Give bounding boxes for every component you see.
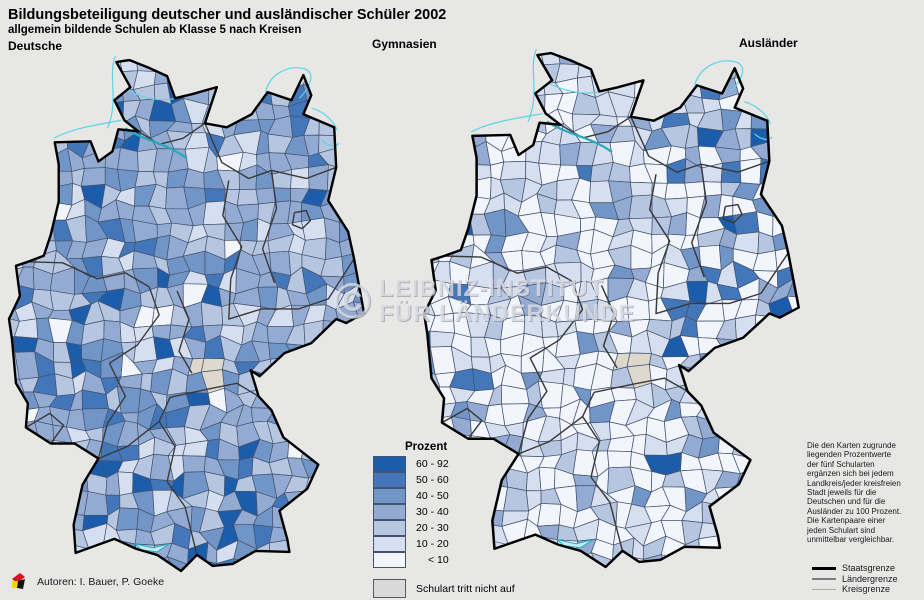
page-title: Bildungsbeteiligung deutscher und auslän… — [8, 7, 447, 23]
label-auslaender: Ausländer — [739, 36, 798, 50]
no-data-label: Schulart tritt nicht auf — [416, 582, 515, 595]
legend-swatch — [373, 519, 406, 536]
boundary-line-sample — [812, 566, 836, 570]
legend-class-label: < 10 — [428, 554, 449, 566]
boundary-legend: Staatsgrenze Ländergrenze Kreisgrenze — [812, 563, 898, 595]
legend-class-label: 20 - 30 — [416, 522, 449, 534]
legend-rows: 60 - 92 50 - 60 40 - 50 30 - 40 20 - 30 10 - … — [373, 456, 503, 568]
legend-class-label: 50 - 60 — [416, 474, 449, 486]
boundary-legend-row: Staatsgrenze — [812, 563, 898, 574]
note-text: Die den Karten zugrunde liegenden Prozen… — [807, 441, 902, 545]
legend-class-label: 60 - 92 — [416, 458, 449, 470]
legend-swatch — [373, 535, 406, 552]
boundary-legend-row: Ländergrenze — [812, 574, 898, 585]
boundary-line-sample — [812, 588, 836, 590]
boundary-legend-label: Ländergrenze — [842, 573, 898, 584]
no-data-swatch — [373, 579, 406, 598]
legend-class-row: 30 - 40 — [373, 503, 503, 520]
legend-swatch — [373, 551, 406, 568]
legend-title: Prozent — [405, 441, 448, 453]
watermark-line1: LEIBNIZ-INSTITUT — [378, 275, 605, 302]
legend-class-row: < 10 — [373, 551, 503, 568]
label-gymnasien: Gymnasien — [372, 37, 437, 51]
legend-swatch — [373, 487, 406, 504]
color-legend: Prozent 60 - 92 50 - 60 40 - 50 30 - 40 20 -… — [373, 441, 515, 598]
legend-nodata-row: Schulart tritt nicht auf — [373, 579, 515, 598]
copyright-icon: © — [334, 273, 371, 329]
page-subtitle: allgemein bildende Schulen ab Klasse 5 n… — [8, 24, 302, 36]
legend-swatch — [373, 503, 406, 520]
legend-class-label: 30 - 40 — [416, 506, 449, 518]
ifl-logo-icon — [12, 573, 25, 589]
legend-class-label: 40 - 50 — [416, 490, 449, 502]
label-deutsche: Deutsche — [8, 39, 63, 53]
legend-class-row: 20 - 30 — [373, 519, 503, 536]
legend-class-row: 50 - 60 — [373, 471, 503, 488]
authors-row: Autoren: I. Bauer, P. Goeke — [9, 572, 164, 591]
boundary-legend-row: Kreisgrenze — [812, 584, 898, 595]
boundary-line-sample — [812, 577, 836, 580]
legend-class-row: 40 - 50 — [373, 487, 503, 504]
watermark-line2: FÜR LÄNDERKUNDE — [378, 300, 636, 327]
watermark: © LEIBNIZ-INSTITUT FÜR LÄNDERKUNDE — [334, 276, 635, 326]
legend-class-row: 60 - 92 — [373, 456, 503, 472]
choropleth-map-deutsche — [6, 50, 370, 576]
legend-swatch — [373, 471, 406, 488]
authors-text: Autoren: I. Bauer, P. Goeke — [37, 575, 165, 588]
legend-class-label: 10 - 20 — [416, 538, 449, 550]
boundary-legend-label: Kreisgrenze — [842, 584, 891, 595]
boundary-legend-label: Staatsgrenze — [842, 563, 896, 574]
legend-class-row: 10 - 20 — [373, 535, 503, 552]
watermark-text: LEIBNIZ-INSTITUT FÜR LÄNDERKUNDE — [379, 276, 635, 326]
legend-swatch — [373, 456, 406, 472]
